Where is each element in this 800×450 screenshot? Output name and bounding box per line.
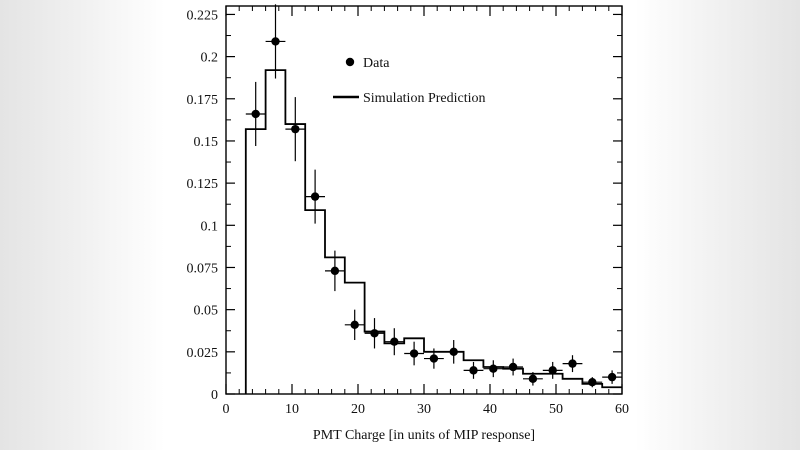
y-tick-label: 0.075 [187,261,219,276]
data-point [424,348,444,369]
data-point [285,97,306,162]
data-marker [409,349,419,358]
x-tick-label: 10 [285,402,299,417]
data-marker [588,377,597,387]
data-point [404,341,424,366]
y-tick-label: 0.15 [194,135,219,150]
data-marker [449,347,458,357]
data-point [602,370,622,384]
data-point [443,340,464,364]
y-tick-label: 0.225 [187,8,219,23]
data-point [305,169,325,224]
data-point [483,360,504,378]
data-marker [548,366,557,375]
data-point [582,377,603,388]
x-tick-label: 30 [417,402,431,417]
legend: Data Simulation Prediction [333,56,486,106]
data-marker [390,337,399,346]
y-tick-label: 0 [211,388,218,403]
data-marker [310,192,320,201]
legend-data-marker [345,57,355,67]
plot-content [244,4,622,394]
x-tick-label: 0 [223,402,230,417]
data-marker [607,372,617,382]
legend-entry-data: Data [345,56,390,71]
x-axis-title: PMT Charge [in units of MIP response] [313,428,535,443]
data-marker [271,37,280,46]
x-tick-label: 50 [549,402,563,417]
legend-entry-simulation: Simulation Prediction [333,91,486,106]
x-tick-label: 20 [351,402,365,417]
data-point [325,250,345,292]
simulation-prediction-step-line [244,69,622,394]
data-point [344,309,365,341]
x-tick-label: 40 [483,402,497,417]
plot-frame [225,5,623,395]
data-marker [429,354,439,363]
data-marker [528,374,538,384]
data-point [463,361,484,379]
data-point [562,355,583,373]
data-marker [489,364,498,373]
data-point [265,4,286,79]
x-tick-label: 60 [615,402,629,417]
y-tick-label: 0.05 [194,304,219,319]
data-point [364,318,385,349]
y-tick-label: 0.2 [201,51,219,66]
y-tick-label: 0.1 [201,219,219,234]
data-marker [251,109,260,119]
data-marker [568,359,577,368]
y-axis-ticks: 0 0.025 0.05 0.075 0.1 0.125 0.15 0.175 0.2 0.225 [187,8,622,403]
data-point [245,81,266,147]
data-point [503,358,523,376]
y-tick-label: 0.025 [187,346,219,361]
data-marker [370,329,379,338]
data-point [523,372,543,386]
data-marker [469,366,478,375]
data-marker [291,124,300,134]
data-point [542,361,563,379]
data-marker [508,362,518,372]
data-point [384,328,405,356]
legend-data-label: Data [363,56,390,71]
y-tick-label: 0.125 [187,177,219,192]
data-marker [350,320,359,330]
y-tick-label: 0.175 [187,93,219,108]
data-marker [330,266,340,276]
legend-simulation-label: Simulation Prediction [363,91,486,106]
x-axis-ticks: 0 10 20 30 40 50 60 [223,6,629,417]
